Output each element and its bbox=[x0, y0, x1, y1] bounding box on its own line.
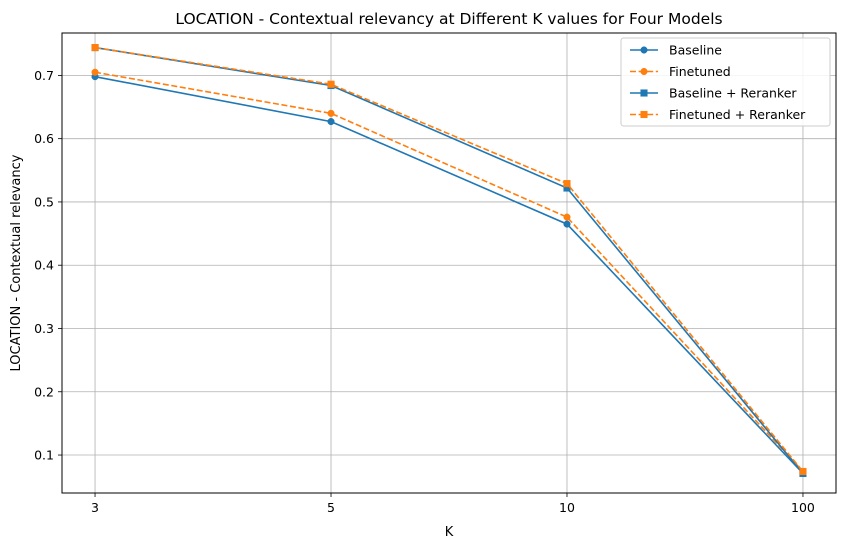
legend: Baseline Finetuned Baseline + Reranker Fine… bbox=[620, 37, 831, 127]
series-line-finetuned-reranker bbox=[94, 46, 804, 472]
legend-marker bbox=[640, 67, 648, 76]
x-tick-label: 3 bbox=[91, 500, 99, 515]
legend-item: Finetuned + Reranker bbox=[630, 107, 806, 122]
series-layer bbox=[91, 44, 807, 477]
data-point bbox=[799, 467, 807, 476]
x-axis-ticks: 3 5 10 100 bbox=[91, 493, 815, 515]
data-point bbox=[327, 118, 335, 126]
legend-marker bbox=[640, 46, 648, 54]
y-tick-label: 0.4 bbox=[34, 258, 54, 273]
legend-item: Finetuned bbox=[630, 64, 731, 79]
x-tick-label: 10 bbox=[559, 500, 575, 515]
x-tick-label: 5 bbox=[327, 500, 335, 515]
legend-box bbox=[620, 37, 831, 127]
legend-label: Finetuned + Reranker bbox=[669, 107, 806, 122]
plot-frame bbox=[61, 32, 837, 494]
legend-marker bbox=[640, 89, 648, 97]
legend-marker bbox=[640, 110, 648, 119]
series-finetuned-reranker bbox=[91, 44, 807, 476]
data-point bbox=[327, 109, 335, 117]
legend-item: Baseline + Reranker bbox=[630, 86, 797, 101]
data-point bbox=[327, 80, 335, 88]
y-tick-label: 0.5 bbox=[34, 194, 54, 209]
series-line-baseline-reranker bbox=[94, 46, 804, 474]
data-point bbox=[563, 180, 571, 188]
data-point bbox=[91, 44, 99, 52]
legend-label: Baseline + Reranker bbox=[669, 86, 797, 101]
y-axis-ticks: 0.1 0.2 0.3 0.4 0.5 0.6 0.7 bbox=[34, 68, 62, 463]
chart-title: LOCATION - Contextual relevancy at Diffe… bbox=[175, 10, 722, 28]
y-tick-label: 0.7 bbox=[34, 68, 54, 83]
x-tick-label: 100 bbox=[791, 500, 815, 515]
y-tick-label: 0.6 bbox=[34, 131, 54, 146]
data-point bbox=[563, 220, 571, 228]
y-axis-label: LOCATION - Contextual relevancy bbox=[9, 154, 24, 371]
y-tick-label: 0.1 bbox=[34, 448, 54, 463]
legend-label: Finetuned bbox=[669, 64, 731, 79]
data-point bbox=[563, 213, 571, 221]
legend-item: Baseline bbox=[630, 43, 722, 58]
series-line-baseline bbox=[94, 75, 804, 474]
y-tick-label: 0.3 bbox=[34, 321, 54, 336]
y-tick-label: 0.2 bbox=[34, 384, 54, 399]
data-point bbox=[91, 68, 99, 76]
x-axis-label: K bbox=[445, 525, 454, 540]
legend-label: Baseline bbox=[669, 43, 722, 58]
